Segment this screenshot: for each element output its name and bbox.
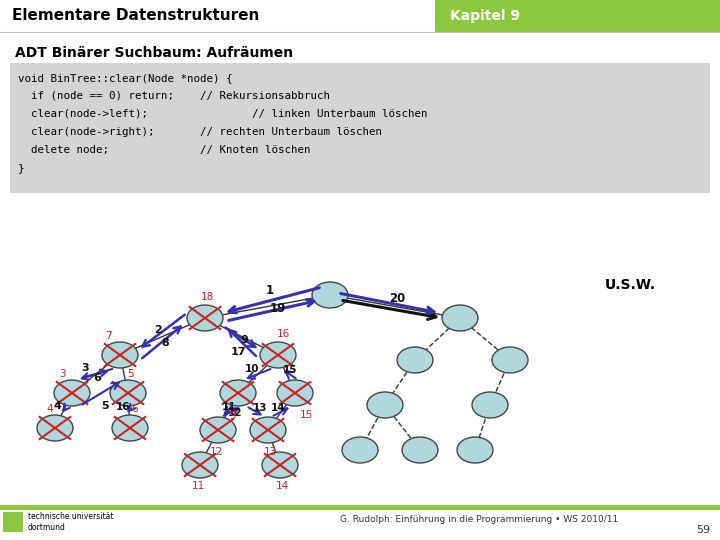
Ellipse shape (472, 392, 508, 418)
Text: 16: 16 (116, 402, 130, 412)
Ellipse shape (187, 305, 223, 331)
Ellipse shape (312, 282, 348, 308)
Ellipse shape (367, 392, 403, 418)
Ellipse shape (112, 415, 148, 441)
Text: 3: 3 (81, 363, 89, 373)
Bar (435, 0, 720, 32)
Text: }: } (18, 163, 24, 173)
Text: Elementare Datenstrukturen: Elementare Datenstrukturen (12, 9, 259, 24)
Ellipse shape (200, 417, 236, 443)
Text: 15: 15 (283, 365, 297, 375)
Text: clear(node->left);                // linken Unterbaum löschen: clear(node->left); // linken Unterbaum l… (18, 109, 428, 119)
Text: 9: 9 (230, 411, 236, 421)
Text: 3: 3 (59, 369, 66, 379)
Text: 16: 16 (276, 329, 289, 339)
Text: G. Rudolph: Einführung in die Programmierung • WS 2010/11: G. Rudolph: Einführung in die Programmie… (340, 515, 618, 523)
Text: 14: 14 (275, 481, 289, 491)
Text: U.S.W.: U.S.W. (604, 278, 656, 292)
Ellipse shape (250, 417, 286, 443)
Ellipse shape (402, 437, 438, 463)
Text: 17: 17 (230, 347, 246, 357)
Ellipse shape (442, 305, 478, 331)
Text: 4: 4 (53, 401, 61, 411)
Text: technische universität
dortmund: technische universität dortmund (28, 512, 114, 532)
Ellipse shape (260, 342, 296, 368)
Text: 15: 15 (300, 410, 313, 420)
Text: 18: 18 (200, 292, 214, 302)
Ellipse shape (262, 452, 298, 478)
Text: 8: 8 (161, 338, 169, 348)
Text: Kapitel 9: Kapitel 9 (450, 9, 520, 23)
Text: 11: 11 (222, 402, 236, 412)
Ellipse shape (397, 347, 433, 373)
Ellipse shape (110, 380, 146, 406)
Ellipse shape (277, 380, 313, 406)
Text: 5: 5 (127, 369, 133, 379)
Text: 14: 14 (271, 403, 285, 413)
Text: 13: 13 (253, 403, 267, 413)
Text: 6: 6 (132, 404, 138, 414)
Ellipse shape (182, 452, 218, 478)
Text: delete node;              // Knoten löschen: delete node; // Knoten löschen (18, 145, 310, 155)
Bar (0, 505, 720, 510)
Ellipse shape (54, 380, 90, 406)
Text: 1: 1 (266, 284, 274, 296)
Text: 11: 11 (192, 481, 204, 491)
Text: 9: 9 (240, 335, 248, 345)
Text: ADT Binärer Suchbaum: Aufräumen: ADT Binärer Suchbaum: Aufräumen (15, 46, 293, 60)
Text: 5: 5 (102, 401, 109, 411)
Text: void BinTree::clear(Node *node) {: void BinTree::clear(Node *node) { (18, 73, 233, 83)
Ellipse shape (37, 415, 73, 441)
Bar (3, 512, 23, 532)
Text: 12: 12 (210, 447, 222, 457)
Text: 6: 6 (93, 373, 101, 383)
Text: 7: 7 (104, 331, 112, 341)
Text: 2: 2 (154, 325, 162, 335)
Ellipse shape (220, 380, 256, 406)
Ellipse shape (342, 437, 378, 463)
Text: 20: 20 (389, 292, 405, 305)
Ellipse shape (492, 347, 528, 373)
Text: 59: 59 (696, 525, 710, 535)
Text: if (node == 0) return;    // Rekursionsabbruch: if (node == 0) return; // Rekursionsabbr… (18, 91, 330, 101)
Ellipse shape (102, 342, 138, 368)
Bar (0, 0, 720, 32)
Text: 10: 10 (245, 364, 259, 374)
Text: 13: 13 (264, 447, 276, 457)
Text: 12: 12 (228, 408, 242, 418)
Ellipse shape (457, 437, 493, 463)
Bar (10, 63, 710, 193)
Text: clear(node->right);       // rechten Unterbaum löschen: clear(node->right); // rechten Unterbaum… (18, 127, 382, 137)
Text: 19: 19 (270, 301, 286, 314)
Text: 4: 4 (47, 404, 53, 414)
